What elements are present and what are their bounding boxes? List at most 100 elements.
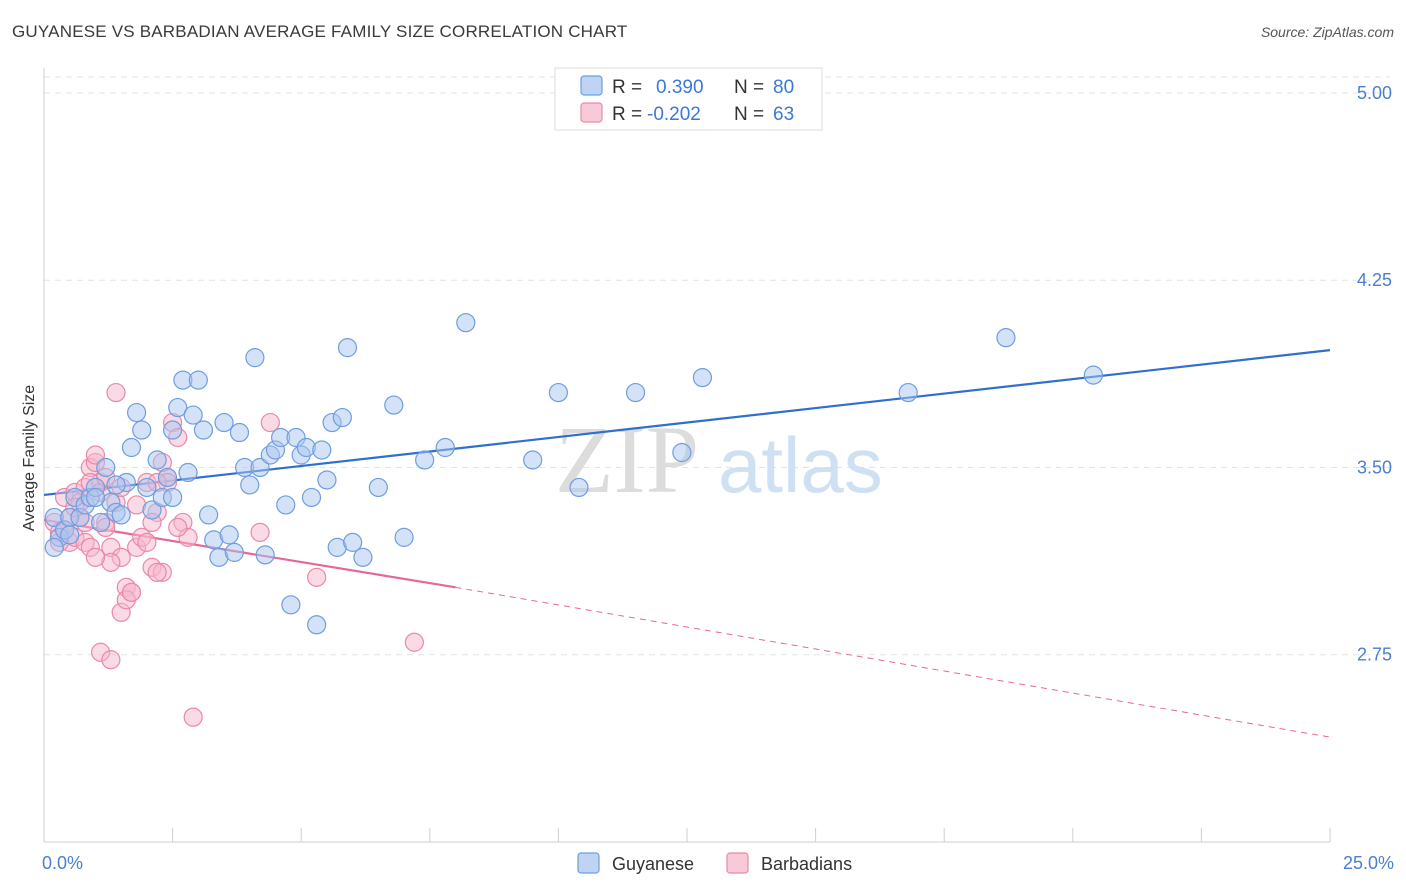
- guyanese-point: [157, 467, 178, 488]
- guyanese-point: [276, 495, 296, 515]
- guyanese-point: [229, 422, 250, 443]
- series-guyanese: [44, 313, 1103, 635]
- source-note: Source: ZipAtlas.com: [1260, 24, 1394, 40]
- legend-r-value: 0.390: [656, 77, 704, 98]
- guyanese-point: [90, 512, 111, 533]
- axes: [43, 68, 1331, 843]
- guyanese-point: [548, 382, 569, 403]
- guyanese-point: [456, 313, 476, 333]
- barbadian-point: [250, 522, 270, 543]
- guyanese-point: [111, 505, 131, 525]
- guyanese-point: [132, 420, 152, 440]
- y-tick-label: 2.75: [1357, 645, 1392, 665]
- guyanese-point: [142, 500, 162, 520]
- barbadian-point: [121, 582, 142, 602]
- barbadian-point: [85, 445, 106, 465]
- guyanese-point: [85, 487, 106, 508]
- guyanese-point: [106, 475, 126, 495]
- barbadian-point: [260, 412, 280, 433]
- bottom-legend-swatch-barbadians: [726, 852, 749, 874]
- guyanese-point: [188, 370, 208, 390]
- tick-labels: 2.75 3.50 4.25 5.00 0.0% 25.0%: [42, 83, 1394, 873]
- guyanese-point: [183, 405, 203, 425]
- guyanese-point: [250, 457, 270, 478]
- legend-swatch-guyanese: [580, 75, 603, 96]
- barbadian-point: [147, 562, 167, 582]
- y-tick-label: 4.25: [1357, 270, 1392, 290]
- guyanese-point: [193, 420, 214, 440]
- legend-n-value: 63: [773, 104, 794, 125]
- guyanese-point: [163, 487, 183, 508]
- guyanese-point: [255, 545, 275, 565]
- legend-swatch-barbadians: [580, 102, 603, 123]
- x-tick-label-min: 0.0%: [42, 853, 83, 873]
- guyanese-point: [435, 437, 455, 458]
- guyanese-point: [312, 440, 332, 460]
- barbadian-point: [85, 547, 106, 567]
- barbadian-trend-line-extended: [455, 586, 1331, 738]
- guyanese-point: [126, 402, 147, 423]
- watermark: ZIP atlas: [555, 406, 883, 513]
- guyanese-point: [368, 477, 388, 498]
- legend-n-label: N =: [734, 104, 764, 125]
- guyanese-point: [96, 457, 116, 478]
- guyanese-point: [672, 442, 692, 463]
- guyanese-point: [240, 475, 260, 495]
- data-points: [44, 313, 1103, 727]
- legend-n-label: N =: [734, 77, 764, 98]
- guyanese-point: [168, 397, 188, 418]
- guyanese-point: [301, 487, 322, 508]
- watermark-atlas: atlas: [718, 421, 883, 509]
- barbadian-point: [106, 382, 126, 403]
- chart-title: GUYANESE VS BARBADIAN AVERAGE FAMILY SIZ…: [12, 22, 628, 41]
- legend-r-label: R =: [612, 104, 642, 125]
- legend-r-label: R =: [612, 77, 642, 98]
- guyanese-point: [569, 477, 589, 498]
- barbadian-point: [101, 650, 121, 670]
- legend-n-value: 80: [773, 77, 794, 98]
- guyanese-point: [44, 537, 64, 557]
- guyanese-point: [384, 395, 404, 415]
- bottom-legend-label-guyanese: Guyanese: [612, 854, 694, 874]
- bottom-legend-label-barbadians: Barbadians: [761, 854, 852, 874]
- barbadian-point: [307, 567, 327, 587]
- guyanese-point: [121, 437, 142, 458]
- guyanese-point: [394, 527, 414, 547]
- guyanese-point: [281, 595, 301, 615]
- guyanese-point: [307, 615, 327, 635]
- legend: R = 0.390 N = 80 R = -0.202 N = 63: [554, 67, 823, 131]
- guyanese-point: [317, 470, 337, 490]
- guyanese-point: [199, 505, 219, 525]
- guyanese-point: [224, 542, 244, 562]
- guyanese-point: [523, 450, 543, 470]
- guyanese-point: [692, 368, 713, 388]
- guyanese-point: [625, 382, 646, 403]
- guyanese-point: [178, 462, 198, 483]
- barbadian-point: [404, 632, 424, 652]
- guyanese-point: [415, 450, 435, 470]
- guyanese-point: [147, 450, 167, 470]
- guyanese-point: [214, 412, 234, 433]
- y-tick-label: 5.00: [1357, 83, 1392, 103]
- guyanese-point: [996, 328, 1016, 348]
- y-axis-label: Average Family Size: [21, 385, 38, 532]
- guyanese-point: [137, 477, 157, 498]
- guyanese-point: [1083, 365, 1103, 385]
- guyanese-point: [60, 525, 80, 545]
- guyanese-point: [245, 348, 265, 368]
- barbadian-point: [137, 532, 157, 552]
- guyanese-point: [219, 525, 239, 545]
- guyanese-point: [353, 547, 373, 567]
- y-tick-label: 3.50: [1357, 457, 1392, 477]
- guyanese-point: [332, 407, 352, 428]
- guyanese-point: [343, 532, 363, 552]
- barbadian-point: [183, 707, 203, 727]
- guyanese-point: [898, 382, 918, 403]
- barbadian-point: [168, 517, 188, 538]
- bottom-legend: Guyanese Barbadians: [577, 852, 852, 874]
- guyanese-point: [337, 338, 358, 358]
- x-tick-label-max: 25.0%: [1343, 853, 1394, 873]
- bottom-legend-swatch-guyanese: [577, 852, 600, 874]
- legend-r-value: -0.202: [647, 104, 701, 125]
